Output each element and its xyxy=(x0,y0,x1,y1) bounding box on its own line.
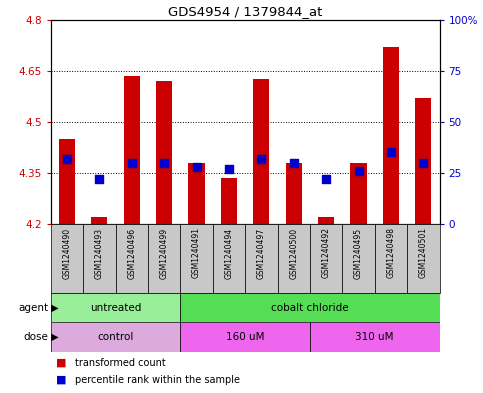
Text: transformed count: transformed count xyxy=(75,358,166,368)
Bar xyxy=(180,322,310,352)
Point xyxy=(128,160,136,166)
Text: GSM1240498: GSM1240498 xyxy=(386,228,396,279)
Bar xyxy=(221,178,237,224)
Bar xyxy=(59,139,75,224)
Bar xyxy=(115,224,148,293)
Bar xyxy=(375,224,407,293)
Point xyxy=(225,166,233,172)
Bar xyxy=(148,224,180,293)
Point xyxy=(160,160,168,166)
Point xyxy=(63,156,71,162)
Text: GSM1240491: GSM1240491 xyxy=(192,228,201,279)
Bar xyxy=(310,224,342,293)
Point xyxy=(96,176,103,182)
Bar xyxy=(407,224,440,293)
Bar xyxy=(91,217,107,224)
Bar xyxy=(415,98,431,224)
Text: GSM1240501: GSM1240501 xyxy=(419,228,428,279)
Text: GSM1240497: GSM1240497 xyxy=(257,228,266,279)
Bar xyxy=(245,224,278,293)
Point xyxy=(322,176,330,182)
Text: GSM1240495: GSM1240495 xyxy=(354,228,363,279)
Text: GSM1240492: GSM1240492 xyxy=(322,228,331,279)
Text: ▶: ▶ xyxy=(48,332,59,342)
Text: ▶: ▶ xyxy=(48,303,59,312)
Text: GSM1240493: GSM1240493 xyxy=(95,228,104,279)
Point xyxy=(290,160,298,166)
Point xyxy=(193,163,200,170)
Bar xyxy=(51,322,180,352)
Bar xyxy=(51,224,83,293)
Bar xyxy=(342,224,375,293)
Text: GSM1240494: GSM1240494 xyxy=(225,228,233,279)
Text: GSM1240490: GSM1240490 xyxy=(62,228,71,279)
Text: percentile rank within the sample: percentile rank within the sample xyxy=(75,375,240,385)
Bar xyxy=(383,47,399,224)
Bar xyxy=(180,293,440,322)
Bar xyxy=(180,224,213,293)
Text: dose: dose xyxy=(23,332,48,342)
Bar xyxy=(310,322,440,352)
Point xyxy=(257,156,265,162)
Bar xyxy=(253,79,270,224)
Text: ■: ■ xyxy=(56,375,66,385)
Bar xyxy=(156,81,172,224)
Bar xyxy=(278,224,310,293)
Bar xyxy=(188,163,205,224)
Bar xyxy=(83,224,115,293)
Text: control: control xyxy=(98,332,134,342)
Text: GSM1240500: GSM1240500 xyxy=(289,228,298,279)
Text: GSM1240496: GSM1240496 xyxy=(127,228,136,279)
Bar xyxy=(351,163,367,224)
Title: GDS4954 / 1379844_at: GDS4954 / 1379844_at xyxy=(168,6,322,18)
Bar xyxy=(213,224,245,293)
Bar xyxy=(285,163,302,224)
Text: 160 uM: 160 uM xyxy=(226,332,264,342)
Point xyxy=(419,160,427,166)
Text: GSM1240499: GSM1240499 xyxy=(159,228,169,279)
Point xyxy=(387,149,395,156)
Text: agent: agent xyxy=(18,303,48,312)
Text: 310 uM: 310 uM xyxy=(355,332,394,342)
Bar xyxy=(51,293,180,322)
Text: ■: ■ xyxy=(56,358,66,368)
Text: untreated: untreated xyxy=(90,303,141,312)
Point xyxy=(355,168,362,174)
Text: cobalt chloride: cobalt chloride xyxy=(271,303,349,312)
Bar xyxy=(124,76,140,224)
Bar xyxy=(318,217,334,224)
